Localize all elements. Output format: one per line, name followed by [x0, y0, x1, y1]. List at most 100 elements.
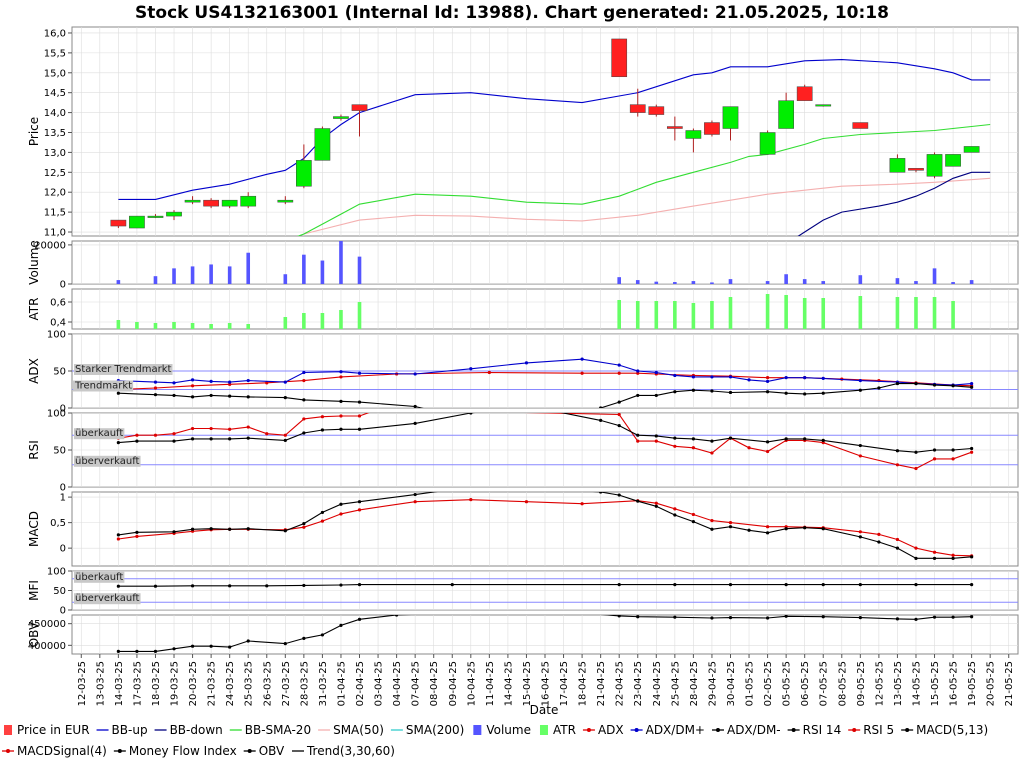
dm-plus-line-point — [654, 370, 658, 375]
volume-bar — [617, 277, 621, 284]
rsi14-line-point — [339, 427, 343, 431]
dm-minus-line-point — [636, 393, 640, 398]
rsi5-line-point — [914, 466, 918, 471]
candle-body — [240, 195, 257, 207]
rsi5-line-point — [190, 426, 195, 431]
legend-item: SMA(50) — [318, 723, 384, 737]
rsi14-line-point — [914, 450, 918, 454]
mfi-line-point — [450, 583, 454, 587]
rsi5-line-point — [932, 457, 937, 461]
x-tick-label: 22-04-25 — [615, 661, 626, 706]
reference-label-bg — [74, 428, 125, 440]
price-y-tick-label: 12,5 — [44, 168, 66, 179]
rsi14-line-point — [636, 433, 640, 437]
legend-label: ATR — [553, 723, 576, 737]
legend-label: Money Flow Index — [129, 744, 237, 758]
x-tick-label: 14-05-25 — [912, 661, 923, 706]
dm-minus-line-point — [190, 395, 195, 399]
x-tick-label: 28-04-25 — [689, 661, 700, 706]
candle-body — [296, 160, 312, 187]
reference-line-label: Trendmarkt — [74, 381, 132, 392]
dm-plus-line-point — [190, 378, 195, 382]
adx-line-point — [339, 375, 343, 379]
legend-item: Price in EUR — [4, 723, 90, 737]
dm-plus-line-point — [691, 375, 695, 379]
volume-bar — [654, 281, 659, 284]
rsi5-line-point — [302, 417, 306, 421]
rsi14-line-point — [691, 437, 695, 441]
volume-bar — [765, 281, 770, 284]
mfi-line-point — [302, 583, 306, 588]
candle-body — [704, 122, 720, 135]
rsi14-line-point — [228, 437, 232, 441]
volume-bar — [357, 256, 362, 284]
x-tick-label: 17-03-25 — [132, 661, 143, 706]
legend-item: ATR — [539, 723, 576, 737]
obv-line-point — [339, 623, 343, 628]
x-tick-label: 20-03-25 — [188, 661, 199, 706]
rsi5-line-point — [172, 432, 176, 436]
x-tick-label: 25-04-25 — [670, 661, 681, 706]
atr-bar — [951, 301, 955, 329]
obv-line-point — [784, 615, 788, 618]
adx-line-point — [617, 371, 621, 375]
candle-body — [852, 122, 869, 129]
mfi-line-point — [970, 583, 974, 587]
rsi5-line-point — [636, 439, 640, 443]
dm-minus-line-point — [283, 396, 287, 400]
mfi-line-point — [228, 584, 232, 588]
atr-bar — [209, 324, 213, 329]
mfi-line-point — [153, 584, 158, 588]
atr-bar — [357, 302, 362, 329]
atr-bar — [821, 298, 826, 329]
dm-minus-line-point — [413, 404, 417, 408]
dm-minus-line-point — [970, 385, 974, 389]
rsi5-line-point — [765, 449, 770, 454]
volume-bar — [227, 266, 232, 284]
macd-line-point — [302, 522, 306, 526]
adx-line-point — [636, 371, 640, 375]
rsi14-line-point — [283, 438, 287, 442]
x-tick-label: 29-04-25 — [707, 661, 718, 706]
macd-line-point — [339, 502, 343, 506]
x-tick-label: 14-03-25 — [114, 661, 125, 706]
price-y-tick-label: 11,0 — [44, 228, 66, 239]
atr-bar — [914, 297, 918, 329]
x-tick-label: 31-03-25 — [318, 661, 329, 706]
legend-label: BB-SMA-20 — [245, 723, 311, 737]
rsi14-line-point — [172, 439, 176, 443]
rsi5-line-point — [747, 446, 751, 450]
volume-bar — [802, 279, 807, 284]
adx-line-point — [580, 371, 584, 375]
x-tick-label: 16-04-25 — [541, 661, 552, 706]
adx-line-point — [190, 384, 195, 388]
macd-line-point — [728, 525, 733, 529]
dm-plus-line-point — [246, 379, 250, 383]
dm-plus-line-point — [469, 367, 473, 371]
rsi-y-tick-label: 50 — [53, 446, 66, 457]
atr-axis-label: ATR — [27, 298, 41, 321]
macd-line-point — [116, 533, 120, 537]
obv-line-point — [636, 615, 640, 619]
mfi-line-point — [784, 583, 788, 587]
candle-body — [277, 199, 294, 203]
dm-plus-line-point — [228, 380, 232, 384]
obv-line-point — [970, 615, 974, 619]
x-tick-label: 02-04-25 — [355, 661, 366, 706]
macd-signal-line-point — [469, 498, 473, 502]
price-axis-label: Price — [27, 117, 41, 146]
legend-label: ADX/DM- — [727, 723, 781, 737]
rsi5-line-point — [209, 426, 213, 431]
adx-line-point — [228, 382, 232, 386]
dm-minus-line-point — [877, 386, 881, 390]
obv-line-point — [228, 645, 232, 649]
legend-marker — [715, 728, 720, 732]
rsi5-line-point — [617, 413, 621, 417]
dm-minus-line-point — [803, 392, 807, 396]
atr-plot-content — [72, 289, 1018, 329]
volume-bar — [673, 282, 677, 284]
bb-down-line — [797, 171, 991, 236]
macd-panel: 0 0,5 1 MACD — [27, 491, 1019, 567]
macd-signal-line-point — [858, 530, 862, 534]
